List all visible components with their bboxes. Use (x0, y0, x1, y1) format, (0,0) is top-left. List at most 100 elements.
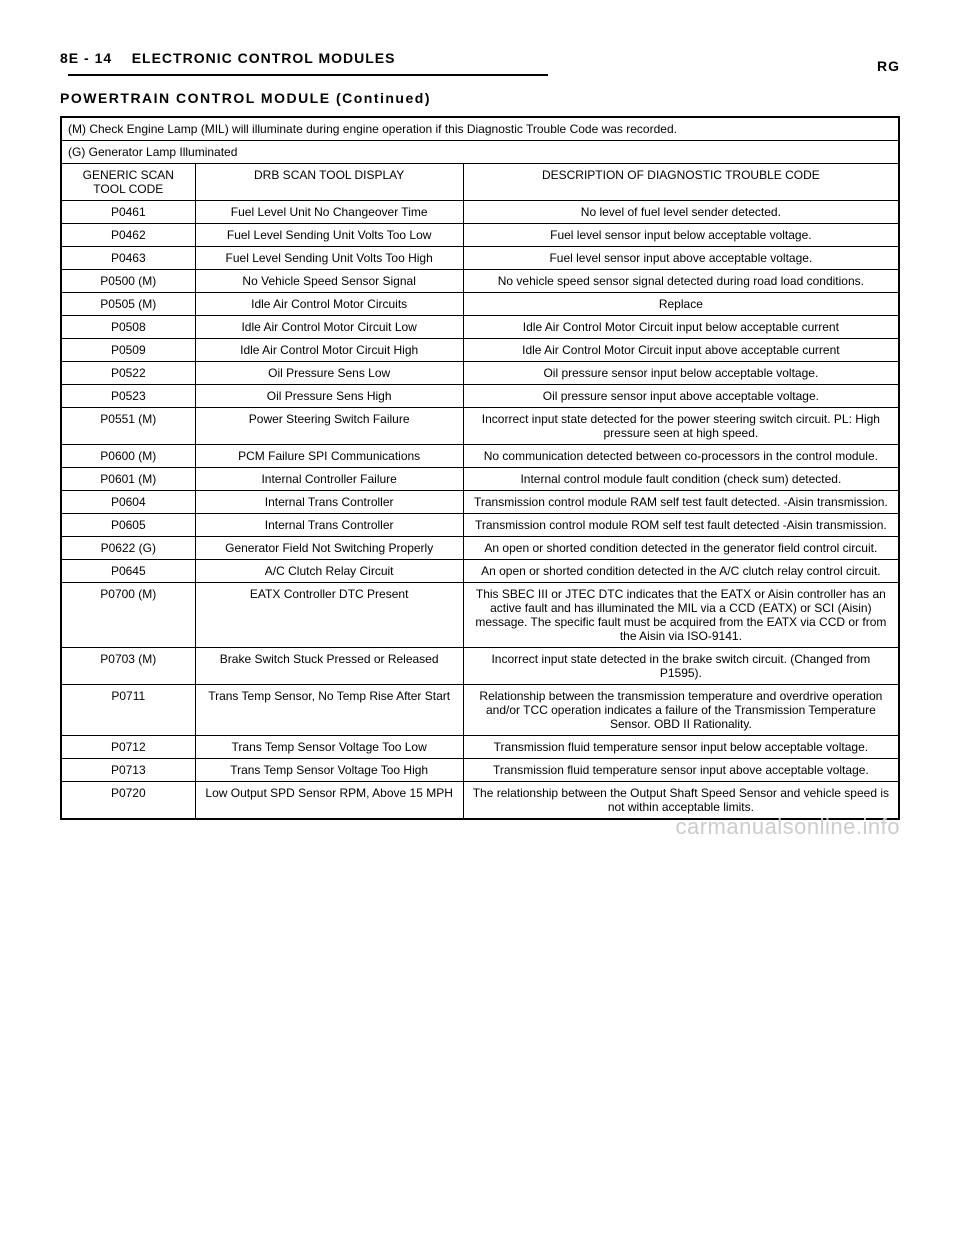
table-cell: Power Steering Switch Failure (195, 408, 463, 445)
table-cell: A/C Clutch Relay Circuit (195, 560, 463, 583)
table-cell: P0711 (61, 685, 195, 736)
table-row: P0462Fuel Level Sending Unit Volts Too L… (61, 224, 899, 247)
table-cell: Internal Controller Failure (195, 468, 463, 491)
table-cell: Idle Air Control Motor Circuit input bel… (463, 316, 899, 339)
table-cell: Incorrect input state detected for the p… (463, 408, 899, 445)
note2: (G) Generator Lamp Illuminated (61, 141, 899, 164)
table-cell: Trans Temp Sensor Voltage Too Low (195, 736, 463, 759)
table-cell: P0463 (61, 247, 195, 270)
table-row: P0600 (M)PCM Failure SPI CommunicationsN… (61, 445, 899, 468)
note1: (M) Check Engine Lamp (MIL) will illumin… (61, 117, 899, 141)
table-cell: Transmission control module ROM self tes… (463, 514, 899, 537)
table-cell: Transmission control module RAM self tes… (463, 491, 899, 514)
col-header-2: DRB SCAN TOOL DISPLAY (195, 164, 463, 201)
header-rule (68, 74, 548, 76)
subtitle: POWERTRAIN CONTROL MODULE (Continued) (60, 90, 900, 106)
table-row: P0604Internal Trans ControllerTransmissi… (61, 491, 899, 514)
watermark: carmanualsonline.info (675, 814, 900, 840)
col-header-1: GENERIC SCAN TOOL CODE (61, 164, 195, 201)
table-cell: P0508 (61, 316, 195, 339)
table-cell: P0461 (61, 201, 195, 224)
table-cell: P0551 (M) (61, 408, 195, 445)
section-title: ELECTRONIC CONTROL MODULES (132, 50, 396, 66)
table-cell: P0505 (M) (61, 293, 195, 316)
table-row: P0523Oil Pressure Sens HighOil pressure … (61, 385, 899, 408)
table-cell: Relationship between the transmission te… (463, 685, 899, 736)
table-cell: P0509 (61, 339, 195, 362)
table-cell: P0700 (M) (61, 583, 195, 648)
table-cell: Trans Temp Sensor Voltage Too High (195, 759, 463, 782)
table-cell: PCM Failure SPI Communications (195, 445, 463, 468)
table-cell: Fuel level sensor input below acceptable… (463, 224, 899, 247)
page-number: 8E - 14 (60, 50, 112, 66)
table-cell: Idle Air Control Motor Circuit High (195, 339, 463, 362)
note-row-1: (M) Check Engine Lamp (MIL) will illumin… (61, 117, 899, 141)
table-row: P0505 (M)Idle Air Control Motor Circuits… (61, 293, 899, 316)
table-cell: Internal Trans Controller (195, 491, 463, 514)
table-row: P0463Fuel Level Sending Unit Volts Too H… (61, 247, 899, 270)
table-row: P0711Trans Temp Sensor, No Temp Rise Aft… (61, 685, 899, 736)
table-cell: P0600 (M) (61, 445, 195, 468)
table-cell: P0712 (61, 736, 195, 759)
table-cell: Internal Trans Controller (195, 514, 463, 537)
table-row: P0551 (M)Power Steering Switch FailureIn… (61, 408, 899, 445)
table-cell: No communication detected between co-pro… (463, 445, 899, 468)
table-cell: P0604 (61, 491, 195, 514)
table-cell: Transmission fluid temperature sensor in… (463, 759, 899, 782)
table-cell: Idle Air Control Motor Circuit Low (195, 316, 463, 339)
note-row-2: (G) Generator Lamp Illuminated (61, 141, 899, 164)
header-row: GENERIC SCAN TOOL CODE DRB SCAN TOOL DIS… (61, 164, 899, 201)
table-cell: An open or shorted condition detected in… (463, 537, 899, 560)
table-cell: Low Output SPD Sensor RPM, Above 15 MPH (195, 782, 463, 820)
table-row: P0645A/C Clutch Relay CircuitAn open or … (61, 560, 899, 583)
table-cell: Fuel Level Unit No Changeover Time (195, 201, 463, 224)
table-cell: Oil Pressure Sens Low (195, 362, 463, 385)
header-left: 8E - 14 ELECTRONIC CONTROL MODULES (60, 50, 877, 82)
table-cell: P0522 (61, 362, 195, 385)
table-row: P0712Trans Temp Sensor Voltage Too LowTr… (61, 736, 899, 759)
table-cell: Fuel Level Sending Unit Volts Too Low (195, 224, 463, 247)
table-cell: Trans Temp Sensor, No Temp Rise After St… (195, 685, 463, 736)
table-cell: Fuel level sensor input above acceptable… (463, 247, 899, 270)
table-row: P0500 (M)No Vehicle Speed Sensor SignalN… (61, 270, 899, 293)
table-cell: An open or shorted condition detected in… (463, 560, 899, 583)
table-cell: Oil Pressure Sens High (195, 385, 463, 408)
table-cell: Idle Air Control Motor Circuits (195, 293, 463, 316)
table-row: P0461Fuel Level Unit No Changeover TimeN… (61, 201, 899, 224)
table-cell: EATX Controller DTC Present (195, 583, 463, 648)
table-cell: No Vehicle Speed Sensor Signal (195, 270, 463, 293)
dtc-table: (M) Check Engine Lamp (MIL) will illumin… (60, 116, 900, 820)
table-cell: P0601 (M) (61, 468, 195, 491)
page-container: 8E - 14 ELECTRONIC CONTROL MODULES RG PO… (0, 0, 960, 850)
table-cell: Oil pressure sensor input above acceptab… (463, 385, 899, 408)
page-header: 8E - 14 ELECTRONIC CONTROL MODULES RG (60, 50, 900, 82)
table-row: P0713Trans Temp Sensor Voltage Too HighT… (61, 759, 899, 782)
table-row: P0522Oil Pressure Sens LowOil pressure s… (61, 362, 899, 385)
table-cell: Transmission fluid temperature sensor in… (463, 736, 899, 759)
table-cell: This SBEC III or JTEC DTC indicates that… (463, 583, 899, 648)
table-cell: P0622 (G) (61, 537, 195, 560)
table-row: P0601 (M)Internal Controller FailureInte… (61, 468, 899, 491)
table-cell: Oil pressure sensor input below acceptab… (463, 362, 899, 385)
table-cell: Generator Field Not Switching Properly (195, 537, 463, 560)
table-cell: P0462 (61, 224, 195, 247)
col-header-3: DESCRIPTION OF DIAGNOSTIC TROUBLE CODE (463, 164, 899, 201)
table-row: P0700 (M)EATX Controller DTC PresentThis… (61, 583, 899, 648)
table-row: P0509Idle Air Control Motor Circuit High… (61, 339, 899, 362)
table-cell: P0713 (61, 759, 195, 782)
table-cell: Brake Switch Stuck Pressed or Released (195, 648, 463, 685)
table-cell: P0523 (61, 385, 195, 408)
table-row: P0622 (G)Generator Field Not Switching P… (61, 537, 899, 560)
table-row: P0605Internal Trans ControllerTransmissi… (61, 514, 899, 537)
table-cell: Replace (463, 293, 899, 316)
table-cell: No vehicle speed sensor signal detected … (463, 270, 899, 293)
table-cell: P0720 (61, 782, 195, 820)
table-cell: P0605 (61, 514, 195, 537)
table-cell: Fuel Level Sending Unit Volts Too High (195, 247, 463, 270)
table-row: P0508Idle Air Control Motor Circuit LowI… (61, 316, 899, 339)
header-right: RG (877, 58, 900, 74)
table-cell: Internal control module fault condition … (463, 468, 899, 491)
table-body: P0461Fuel Level Unit No Changeover Time N… (61, 201, 899, 820)
table-row: P0703 (M)Brake Switch Stuck Pressed or R… (61, 648, 899, 685)
table-cell: Incorrect input state detected in the br… (463, 648, 899, 685)
